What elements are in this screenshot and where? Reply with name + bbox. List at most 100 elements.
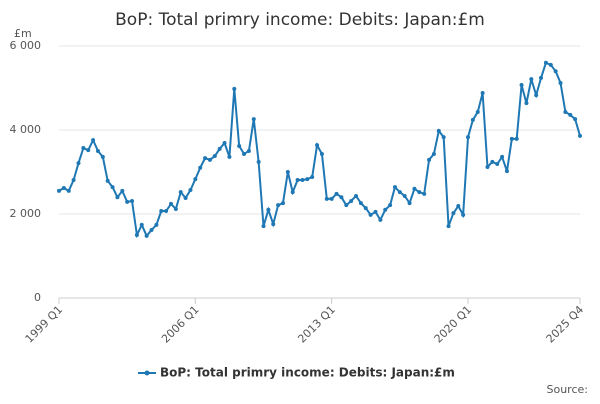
point xyxy=(539,75,544,80)
point xyxy=(451,211,456,216)
point xyxy=(86,148,91,153)
point xyxy=(71,177,76,182)
point xyxy=(407,201,412,206)
point xyxy=(558,80,563,85)
point xyxy=(436,128,441,133)
point xyxy=(548,62,553,67)
point xyxy=(290,190,295,195)
point xyxy=(76,161,81,166)
x-tick-label: 1999 Q1 xyxy=(23,303,66,346)
point xyxy=(310,175,315,180)
point xyxy=(280,201,285,206)
point xyxy=(373,209,378,214)
point xyxy=(61,185,66,190)
point xyxy=(509,136,514,141)
point xyxy=(514,136,519,141)
point xyxy=(578,133,582,138)
y-tick-label: 6 000 xyxy=(10,39,42,52)
y-tick-label: 2 000 xyxy=(10,207,42,220)
point xyxy=(490,159,495,164)
point xyxy=(358,201,363,206)
point xyxy=(198,165,203,170)
point xyxy=(144,233,149,238)
point xyxy=(354,193,359,198)
y-tick-label: 4 000 xyxy=(10,123,42,136)
x-tick-label: 2020 Q1 xyxy=(432,303,475,346)
source: Source: xyxy=(547,383,589,396)
point xyxy=(266,207,271,212)
point xyxy=(217,146,222,151)
point xyxy=(363,206,368,211)
point xyxy=(251,117,256,122)
point xyxy=(276,203,281,208)
point xyxy=(300,177,305,182)
point xyxy=(519,83,524,88)
point xyxy=(57,188,61,193)
chart-title: BoP: Total primry income: Debits: Japan:… xyxy=(115,10,485,30)
point xyxy=(383,207,388,212)
point xyxy=(563,109,568,114)
point xyxy=(242,151,247,156)
point xyxy=(81,146,86,151)
legend-label: BoP: Total primry income: Debits: Japan:… xyxy=(160,366,455,380)
point xyxy=(256,159,261,164)
point xyxy=(500,154,505,159)
point xyxy=(139,222,144,227)
point xyxy=(261,224,266,229)
point xyxy=(573,117,578,122)
point xyxy=(110,185,115,190)
point xyxy=(524,101,529,106)
point xyxy=(466,135,471,140)
point xyxy=(168,201,173,206)
point xyxy=(412,186,417,191)
y-tick-label: 0 xyxy=(34,291,41,304)
point xyxy=(329,196,334,201)
point xyxy=(100,154,105,159)
point xyxy=(543,60,548,65)
point xyxy=(339,195,344,200)
point xyxy=(427,157,432,162)
point xyxy=(456,204,461,209)
point xyxy=(271,222,276,227)
point xyxy=(485,164,490,169)
point xyxy=(203,156,208,161)
point xyxy=(534,93,539,98)
point xyxy=(66,188,71,193)
point xyxy=(305,177,310,182)
x-tick-label: 2013 Q1 xyxy=(295,303,338,346)
point xyxy=(134,233,139,237)
point xyxy=(553,69,558,74)
point xyxy=(334,191,339,196)
point xyxy=(422,191,427,196)
point xyxy=(246,149,251,153)
point xyxy=(164,209,169,214)
point xyxy=(178,190,183,195)
point xyxy=(368,212,373,217)
point xyxy=(344,203,349,208)
point xyxy=(480,91,485,96)
point xyxy=(159,209,164,214)
point xyxy=(470,117,475,122)
point xyxy=(446,224,451,229)
point xyxy=(431,151,436,156)
x-tick-label: 2025 Q4 xyxy=(544,303,587,346)
point xyxy=(149,227,154,232)
point xyxy=(212,154,217,159)
point xyxy=(315,143,320,148)
point xyxy=(402,193,407,198)
point xyxy=(504,169,509,174)
point xyxy=(227,154,232,159)
point xyxy=(232,86,237,91)
point xyxy=(154,222,159,227)
point xyxy=(115,195,120,200)
line xyxy=(58,61,581,239)
y-unit: £m xyxy=(14,27,32,40)
point xyxy=(130,198,135,203)
point xyxy=(397,190,402,195)
point xyxy=(378,217,383,222)
point xyxy=(95,149,100,153)
point xyxy=(495,162,500,167)
point xyxy=(319,151,324,156)
point xyxy=(173,206,178,211)
